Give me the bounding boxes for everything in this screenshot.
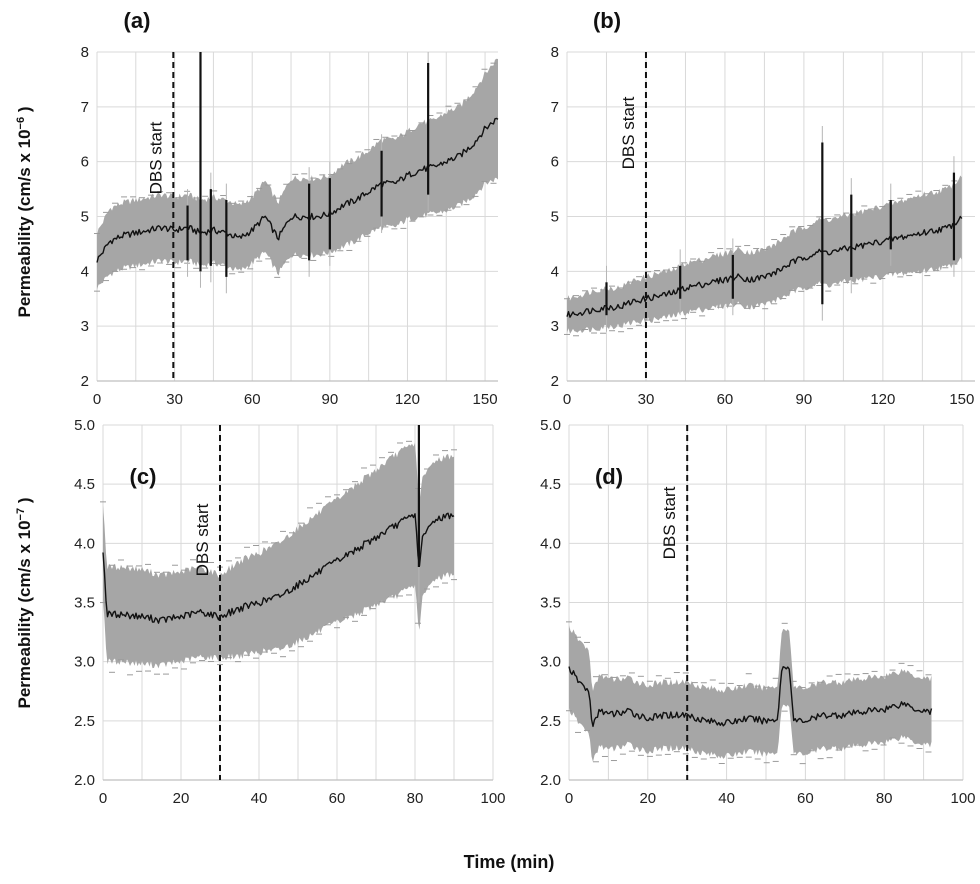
dbs-start-label: DBS start bbox=[193, 503, 212, 576]
panel-b: 2 3 4 5 6 7 8 0 30 60 90 120 150 DBS start (b) bbox=[551, 8, 975, 408]
panel-label: (b) bbox=[593, 8, 621, 33]
x-tick-label: 100 bbox=[950, 790, 975, 807]
x-axis-label: Time (min) bbox=[464, 852, 555, 872]
y-tick-label: 3.5 bbox=[74, 595, 95, 612]
x-tick-label: 0 bbox=[93, 391, 101, 408]
y-tick-label: 5 bbox=[81, 209, 89, 226]
dbs-start-label: DBS start bbox=[619, 96, 638, 169]
y-tick-label: 2.0 bbox=[74, 772, 95, 789]
panel-a: 2 3 4 5 6 7 8 0 30 60 90 120 150 DBS start (a) bbox=[81, 8, 499, 408]
mean-line bbox=[102, 512, 455, 624]
panel-label: (c) bbox=[130, 464, 157, 489]
panel-d: 2.0 2.5 3.0 3.5 4.0 4.5 5.0 0 20 40 60 80 100 DBS sta… bbox=[540, 417, 975, 807]
x-tick-label: 90 bbox=[796, 391, 813, 408]
x-tick-label: 0 bbox=[99, 790, 107, 807]
x-tick-label: 40 bbox=[251, 790, 268, 807]
y-tick-label: 3.0 bbox=[540, 654, 561, 671]
y-tick-label: 7 bbox=[551, 99, 559, 116]
y-tick-label: 2.5 bbox=[74, 713, 95, 730]
x-tick-label: 100 bbox=[480, 790, 505, 807]
mean-line bbox=[566, 215, 963, 318]
x-tick-label: 60 bbox=[797, 790, 814, 807]
x-tick-label: 30 bbox=[638, 391, 655, 408]
y-tick-label: 8 bbox=[551, 44, 559, 61]
y-tick-label: 4.0 bbox=[74, 535, 95, 552]
x-tick-label: 120 bbox=[870, 391, 895, 408]
y-tick-label: 2 bbox=[551, 373, 559, 390]
y-tick-label: 3.0 bbox=[74, 654, 95, 671]
panel-label: (d) bbox=[595, 464, 623, 489]
x-tick-label: 0 bbox=[563, 391, 571, 408]
y-tick-label: 5.0 bbox=[540, 417, 561, 434]
y-tick-label: 4.5 bbox=[74, 476, 95, 493]
error-band bbox=[569, 625, 932, 762]
y-axis-label-top: Permeability (cm/s x 10−6 ) bbox=[15, 107, 34, 318]
x-tick-label: 150 bbox=[473, 391, 498, 408]
y-tick-label: 2 bbox=[81, 373, 89, 390]
y-tick-label: 8 bbox=[81, 44, 89, 61]
y-axis-label-top-exponent: −6 bbox=[15, 117, 27, 130]
panel-c: 2.0 2.5 3.0 3.5 4.0 4.5 5.0 0 20 40 60 80 100 DBS sta… bbox=[74, 417, 505, 807]
x-tick-label: 0 bbox=[565, 790, 573, 807]
y-tick-label: 4 bbox=[551, 263, 559, 280]
mean-line bbox=[568, 666, 933, 728]
x-tick-label: 60 bbox=[244, 391, 261, 408]
x-tick-label: 80 bbox=[407, 790, 424, 807]
y-tick-label: 6 bbox=[551, 154, 559, 171]
x-tick-label: 80 bbox=[876, 790, 893, 807]
x-tick-label: 60 bbox=[329, 790, 346, 807]
y-tick-label: 4 bbox=[81, 263, 89, 280]
dbs-start-label: DBS start bbox=[146, 121, 165, 194]
y-tick-label: 2.0 bbox=[540, 772, 561, 789]
y-tick-label: 4.5 bbox=[540, 476, 561, 493]
y-axis-label-bottom-exponent: −7 bbox=[15, 508, 27, 521]
y-tick-label: 7 bbox=[81, 99, 89, 116]
dbs-start-label: DBS start bbox=[660, 486, 679, 559]
x-tick-label: 30 bbox=[166, 391, 183, 408]
y-tick-label: 6 bbox=[81, 154, 89, 171]
x-tick-label: 120 bbox=[395, 391, 420, 408]
y-tick-label: 3 bbox=[551, 318, 559, 335]
y-tick-label: 3.5 bbox=[540, 595, 561, 612]
panel-label: (a) bbox=[124, 8, 151, 33]
y-axis-label-bottom: Permeability (cm/s x 10−7 ) bbox=[15, 498, 34, 709]
x-tick-label: 20 bbox=[639, 790, 656, 807]
x-tick-label: 90 bbox=[321, 391, 338, 408]
mean-line bbox=[96, 117, 499, 263]
x-tick-label: 60 bbox=[717, 391, 734, 408]
x-tick-label: 40 bbox=[718, 790, 735, 807]
x-tick-label: 20 bbox=[173, 790, 190, 807]
y-tick-label: 2.5 bbox=[540, 713, 561, 730]
y-tick-label: 5 bbox=[551, 209, 559, 226]
y-tick-label: 3 bbox=[81, 318, 89, 335]
y-tick-label: 5.0 bbox=[74, 417, 95, 434]
y-tick-label: 4.0 bbox=[540, 535, 561, 552]
x-tick-label: 150 bbox=[949, 391, 974, 408]
